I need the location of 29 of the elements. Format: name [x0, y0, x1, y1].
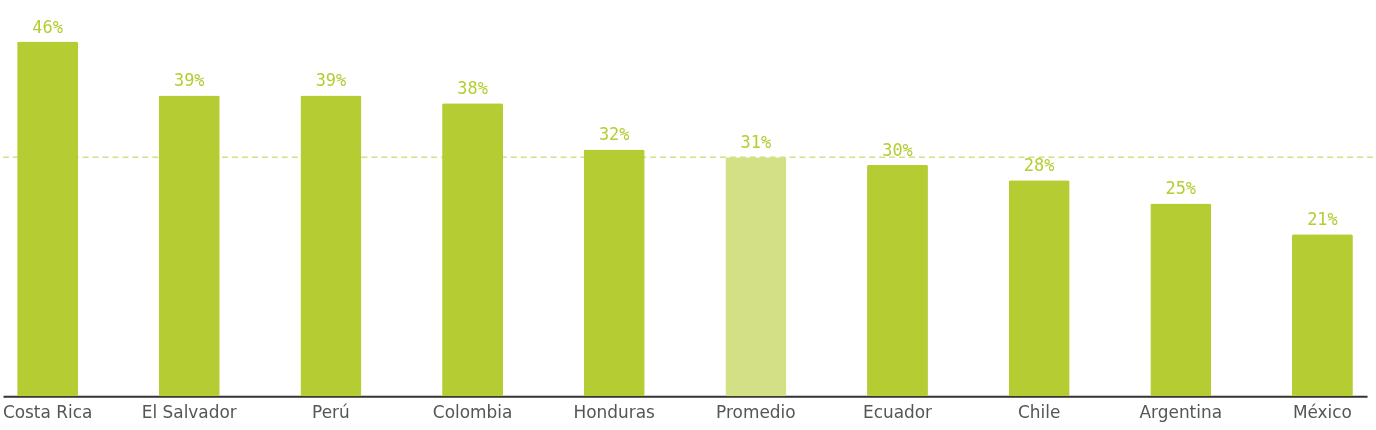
bar: [300, 95, 362, 397]
bar: [583, 149, 645, 397]
data-label: 28%: [1023, 155, 1055, 176]
x-tick-label: Argentina: [1139, 401, 1223, 422]
bar: [17, 41, 79, 397]
data-label: 39%: [315, 70, 347, 91]
x-tick-label: El Salvador: [141, 401, 237, 422]
x-tick-label: Perú: [312, 401, 350, 422]
x-tick-label: Colombia: [432, 401, 513, 422]
bar: [158, 95, 220, 397]
x-tick-label: Chile: [1017, 401, 1061, 422]
bar: [1291, 234, 1353, 397]
data-label: 21%: [1307, 209, 1338, 230]
data-label: 38%: [457, 78, 488, 99]
bar: [442, 103, 503, 397]
bar: [867, 164, 928, 397]
x-tick-label: Promedio: [716, 401, 796, 422]
data-label: 46%: [32, 16, 63, 37]
data-label: 39%: [173, 70, 205, 91]
bar: [1150, 203, 1212, 397]
data-label: 32%: [598, 124, 630, 145]
x-tick-label: México: [1292, 401, 1352, 422]
x-tick-label: Ecuador: [862, 401, 933, 422]
data-label: 25%: [1165, 178, 1197, 199]
x-tick-label: Honduras: [573, 401, 655, 422]
data-label: 30%: [882, 139, 913, 160]
bar: [1008, 180, 1070, 397]
data-label: 31%: [740, 132, 772, 153]
x-tick-label: Costa Rica: [2, 401, 93, 422]
